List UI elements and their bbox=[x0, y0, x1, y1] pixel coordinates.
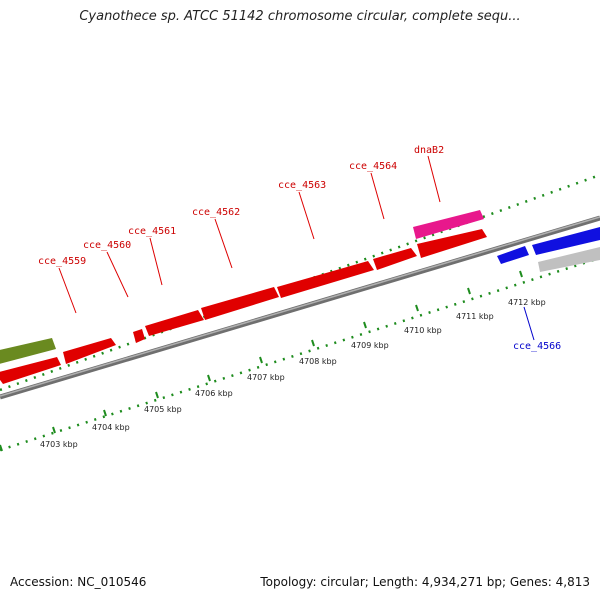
forward-strand-genes bbox=[0, 210, 487, 384]
gene-cce_4564[interactable] bbox=[373, 248, 417, 270]
position-label: 4710 kbp bbox=[404, 326, 442, 335]
major-tick bbox=[207, 374, 211, 382]
major-tick bbox=[311, 339, 315, 347]
gene-cce_4560[interactable] bbox=[133, 329, 145, 343]
gene-cce_4562[interactable] bbox=[201, 287, 279, 320]
gene-red-left[interactable] bbox=[0, 357, 61, 384]
gene-label-cce_4560[interactable]: cce_4560 bbox=[83, 240, 131, 251]
major-tick bbox=[415, 304, 419, 312]
gene-leader-lines bbox=[58, 155, 535, 341]
gene-green[interactable] bbox=[0, 338, 56, 364]
position-label: 4705 kbp bbox=[144, 405, 182, 414]
gene-label-cce_4562[interactable]: cce_4562 bbox=[192, 207, 240, 218]
gene-labels: cce_4559 cce_4560 cce_4561 cce_4562 cce_… bbox=[38, 145, 561, 352]
outer-tick-ruler bbox=[0, 173, 600, 392]
gene-cce_4566[interactable] bbox=[497, 246, 529, 264]
map-title: Cyanothece sp. ATCC 51142 chromosome cir… bbox=[79, 9, 521, 24]
gene-cce_4559[interactable] bbox=[63, 338, 116, 364]
gene-label-cce_4564[interactable]: cce_4564 bbox=[349, 161, 397, 172]
gene-dnaB2-red[interactable] bbox=[417, 229, 487, 258]
gene-label-cce_4561[interactable]: cce_4561 bbox=[128, 226, 176, 237]
position-label: 4712 kbp bbox=[508, 298, 546, 307]
gene-label-dnaB2[interactable]: dnaB2 bbox=[414, 145, 444, 156]
position-label: 4708 kbp bbox=[299, 357, 337, 366]
gene-gray[interactable] bbox=[538, 247, 600, 272]
position-label: 4709 kbp bbox=[351, 341, 389, 350]
gene-label-cce_4563[interactable]: cce_4563 bbox=[278, 180, 326, 191]
major-tick bbox=[0, 444, 3, 452]
position-labels: 4703 kbp 4704 kbp 4705 kbp 4706 kbp 4707… bbox=[40, 298, 546, 449]
position-label: 4704 kbp bbox=[92, 423, 130, 432]
gene-label-cce_4566[interactable]: cce_4566 bbox=[513, 341, 561, 352]
reverse-strand-genes bbox=[497, 227, 600, 272]
genome-summary-text: Topology: circular; Length: 4,934,271 bp… bbox=[260, 575, 590, 589]
major-tick bbox=[103, 409, 107, 417]
position-label: 4707 kbp bbox=[247, 373, 285, 382]
position-label: 4703 kbp bbox=[40, 440, 78, 449]
inner-tick-ruler bbox=[0, 256, 600, 452]
position-label: 4711 kbp bbox=[456, 312, 494, 321]
gene-cce_4561[interactable] bbox=[145, 310, 204, 336]
major-tick bbox=[363, 321, 367, 329]
gene-dnaB2[interactable] bbox=[413, 210, 484, 239]
major-tick bbox=[155, 391, 159, 399]
chromosome-backbone bbox=[0, 215, 600, 400]
gene-blue-right[interactable] bbox=[532, 227, 600, 255]
major-tick bbox=[467, 287, 471, 295]
position-label: 4706 kbp bbox=[195, 389, 233, 398]
major-tick bbox=[519, 270, 523, 278]
major-tick bbox=[259, 356, 263, 364]
gene-label-cce_4559[interactable]: cce_4559 bbox=[38, 256, 86, 267]
gene-cce_4563[interactable] bbox=[277, 261, 374, 298]
accession-text: Accession: NC_010546 bbox=[10, 575, 147, 589]
major-tick bbox=[52, 426, 56, 434]
